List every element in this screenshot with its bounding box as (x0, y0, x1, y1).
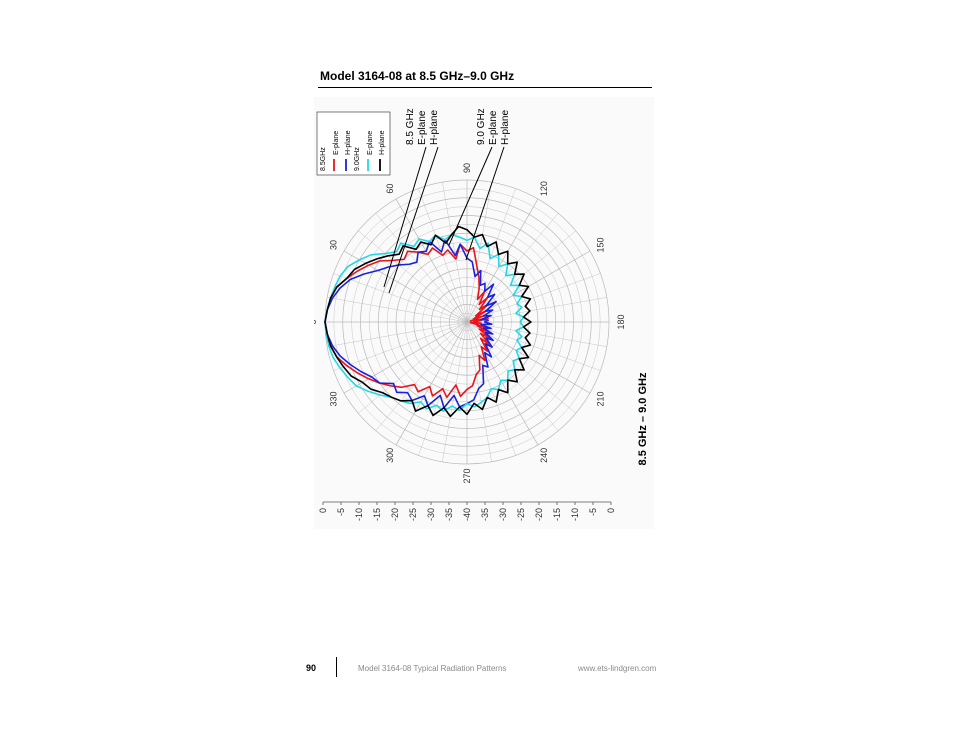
angle-tick-label: 150 (595, 237, 605, 252)
series-h-85 (324, 238, 497, 409)
grid-spoke (466, 321, 601, 371)
scale-tick-label: -25 (516, 508, 526, 521)
grid-spoke (466, 273, 601, 323)
radial-scale: 0 -5 -10 -15 -20 -25 -30 -35 -40 -35 -30 -25 -20 -15-… (318, 501, 616, 521)
series-e-85 (324, 243, 492, 399)
grid-spoke (466, 321, 539, 446)
scale-tick-label: -5 (588, 508, 598, 516)
grid-spoke (358, 230, 468, 323)
angle-tick-label: 30 (329, 240, 339, 250)
scale-tick-label: -30 (498, 508, 508, 521)
scale-tick-label: -35 (444, 508, 454, 521)
annotation-label: E-plane (417, 110, 428, 145)
series-layer (324, 225, 532, 418)
grid-spoke (466, 198, 539, 323)
angle-tick-label: 270 (462, 468, 472, 483)
annotation-label: E-plane (488, 110, 499, 145)
heading-divider (318, 87, 652, 88)
scale-tick-label: -15 (552, 508, 562, 521)
scale-tick-label: -10 (570, 508, 580, 521)
annotation-label: H-plane (429, 110, 440, 145)
scale-tick-label: -20 (390, 508, 400, 521)
series-h-90 (324, 225, 532, 418)
angle-tick-label: 180 (616, 314, 626, 329)
footer-url: www.ets-lindgren.com (578, 664, 657, 673)
annotations: 8.5 GHz E-plane H-plane 9.0 GHz E-plane H-pla… (383, 108, 511, 294)
annotation-label: 8.5 GHz (405, 108, 416, 145)
annotation-leader-line (383, 146, 427, 288)
grid-spoke (466, 321, 492, 462)
radiation-pattern-figure: 0 30 60 90 120 150 180 210 240 270 300 330 0 -5 -10 -1… (314, 97, 654, 529)
grid-spoke (327, 297, 468, 323)
legend-entry-label: H-plane (345, 130, 352, 155)
series-e-90 (324, 233, 525, 412)
grid-spoke (466, 213, 559, 323)
scale-tick-label: -25 (408, 508, 418, 521)
grid-spoke (333, 273, 468, 323)
angle-tick-label: 330 (329, 391, 339, 406)
legend-entry-label: H-plane (379, 130, 386, 155)
polar-grid (324, 179, 610, 465)
grid-spoke (466, 182, 492, 323)
grid-spoke (442, 321, 468, 462)
page-heading: Model 3164-08 at 8.5 GHz–9.0 GHz (320, 69, 515, 83)
angle-tick-label: 300 (385, 448, 395, 463)
footer-page-number: 90 (306, 663, 317, 673)
scale-tick-label: -40 (462, 508, 472, 521)
legend-entry-label: E-plane (367, 131, 374, 155)
angle-tick-label: 0 (314, 319, 318, 324)
angle-tick-label: 90 (462, 163, 472, 173)
grid-spoke (333, 321, 468, 371)
grid-spoke (466, 321, 576, 414)
grid-spoke (343, 321, 468, 394)
grid-spoke (395, 198, 468, 323)
angle-tick-label: 60 (385, 184, 395, 194)
scale-tick-label: -20 (534, 508, 544, 521)
legend-entry-label: E-plane (333, 131, 340, 155)
angle-tick-label: 210 (595, 391, 605, 406)
grid-spoke (358, 321, 468, 414)
angle-tick-label: 240 (539, 448, 549, 463)
annotation-label: 9.0 GHz (476, 108, 487, 145)
annotation-label: H-plane (500, 110, 511, 145)
scale-tick-label: 0 (318, 508, 328, 513)
grid-spoke (395, 321, 468, 446)
polar-chart: 0 30 60 90 120 150 180 210 240 270 300 330 0 -5 -10 -1… (314, 108, 649, 521)
grid-spoke (327, 321, 468, 347)
angle-ticks: 0 30 60 90 120 150 180 210 240 270 300 330 (314, 163, 626, 484)
legend-group-label: 9.0GHz (354, 147, 361, 171)
footer-title: Model 3164-08 Typical Radiation Patterns (358, 664, 507, 673)
legend-group-label: 8.5GHz (320, 147, 327, 171)
grid-spoke (375, 213, 468, 323)
grid-spoke (343, 250, 468, 323)
legend-box (316, 111, 391, 176)
angle-tick-label: 120 (539, 181, 549, 196)
scale-tick-label: -35 (480, 508, 490, 521)
annotation-leader-line (388, 146, 439, 294)
scale-tick-label: -30 (426, 508, 436, 521)
grid-spoke (466, 321, 607, 347)
scale-tick-label: 0 (606, 508, 616, 513)
grid-spoke (442, 182, 468, 323)
chart-title: 8.5 GHz – 9.0 GHz (637, 372, 649, 465)
footer-divider (336, 657, 337, 677)
scale-tick-label: -15 (372, 508, 382, 521)
annotation-leader-line (465, 146, 505, 261)
grid-spoke (466, 297, 607, 323)
annotation-leader-line (448, 146, 493, 246)
scale-tick-label: -5 (336, 508, 346, 516)
grid-spoke (466, 188, 516, 323)
grid-spoke (375, 321, 468, 431)
scale-tick-label: -10 (354, 508, 364, 521)
